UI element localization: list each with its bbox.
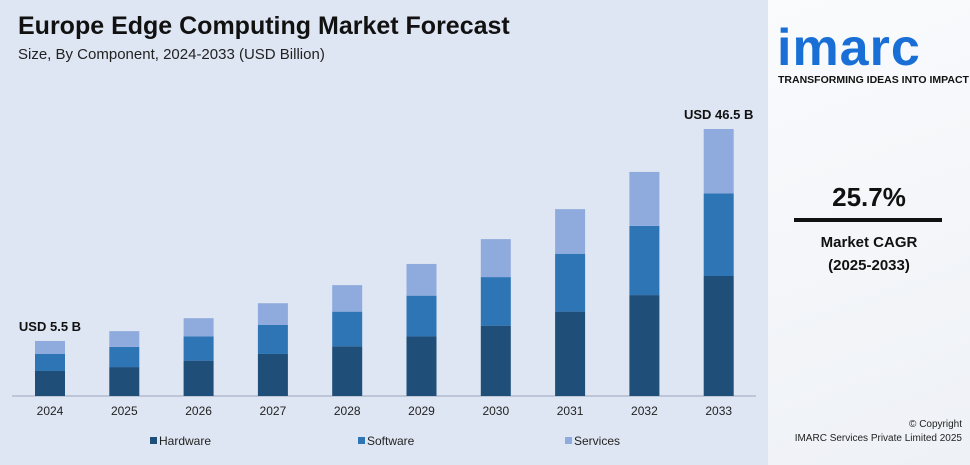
x-tick-label: 2027 <box>260 404 287 418</box>
data-label: USD 5.5 B <box>19 319 81 334</box>
bar-software-2025 <box>109 346 140 368</box>
x-tick-label: 2024 <box>37 404 64 418</box>
bar-hardware-2029 <box>406 336 437 396</box>
imarc-logo: imarc <box>777 19 921 77</box>
legend-label-hardware: Hardware <box>159 434 211 448</box>
bar-software-2028 <box>332 311 363 347</box>
x-tick-label: 2025 <box>111 404 138 418</box>
cagr-period: (2025-2033) <box>828 257 910 274</box>
x-tick-label: 2031 <box>557 404 584 418</box>
bar-services-2026 <box>183 318 214 337</box>
legend-label-software: Software <box>367 434 415 448</box>
bar-hardware-2026 <box>183 360 214 396</box>
bar-hardware-2027 <box>257 353 288 396</box>
bar-services-2027 <box>257 303 288 325</box>
bar-software-2032 <box>629 225 660 296</box>
company: IMARC Services Private Limited 2025 <box>794 433 962 444</box>
info-panel <box>768 0 970 465</box>
bar-software-2026 <box>183 336 214 361</box>
bar-software-2029 <box>406 295 437 337</box>
x-tick-label: 2028 <box>334 404 361 418</box>
bar-hardware-2028 <box>332 346 363 396</box>
x-tick-label: 2026 <box>185 404 212 418</box>
bar-services-2031 <box>555 209 586 254</box>
legend-label-services: Services <box>574 434 620 448</box>
bar-services-2028 <box>332 285 363 312</box>
chart-title: Europe Edge Computing Market Forecast <box>18 12 510 40</box>
bar-hardware-2033 <box>703 275 734 396</box>
bar-services-2032 <box>629 171 660 226</box>
bar-software-2027 <box>257 324 288 354</box>
bar-hardware-2030 <box>480 325 511 396</box>
bar-software-2033 <box>703 193 734 276</box>
bar-services-2033 <box>703 128 734 194</box>
tagline: TRANSFORMING IDEAS INTO IMPACT <box>778 74 969 86</box>
data-label: USD 46.5 B <box>684 107 753 122</box>
bar-chart: 2024 USD 5.5 B 2025 2026 2027 2028 2029 2030 203… <box>12 107 756 448</box>
bar-hardware-2024 <box>35 370 65 396</box>
divider <box>794 218 942 222</box>
bar-software-2024 <box>35 353 65 371</box>
bar-services-2024 <box>35 340 65 354</box>
cagr-label: Market CAGR <box>820 234 918 251</box>
copyright: © Copyright <box>909 419 962 430</box>
chart-subtitle: Size, By Component, 2024-2033 (USD Billi… <box>18 46 325 63</box>
x-tick-label: 2029 <box>408 404 435 418</box>
bar-services-2029 <box>406 263 437 296</box>
bar-hardware-2032 <box>629 295 660 396</box>
bar-hardware-2025 <box>109 367 140 396</box>
cagr-value: 25.7% <box>832 182 906 212</box>
legend-swatch <box>565 437 572 444</box>
bar-software-2031 <box>555 253 586 312</box>
bar-services-2025 <box>109 331 140 347</box>
bar-hardware-2031 <box>555 311 586 396</box>
x-tick-label: 2032 <box>631 404 658 418</box>
legend-swatch <box>150 437 157 444</box>
x-tick-label: 2030 <box>482 404 509 418</box>
bar-software-2030 <box>480 277 511 326</box>
bar-services-2030 <box>480 239 511 278</box>
x-tick-label: 2033 <box>705 404 732 418</box>
legend-swatch <box>358 437 365 444</box>
